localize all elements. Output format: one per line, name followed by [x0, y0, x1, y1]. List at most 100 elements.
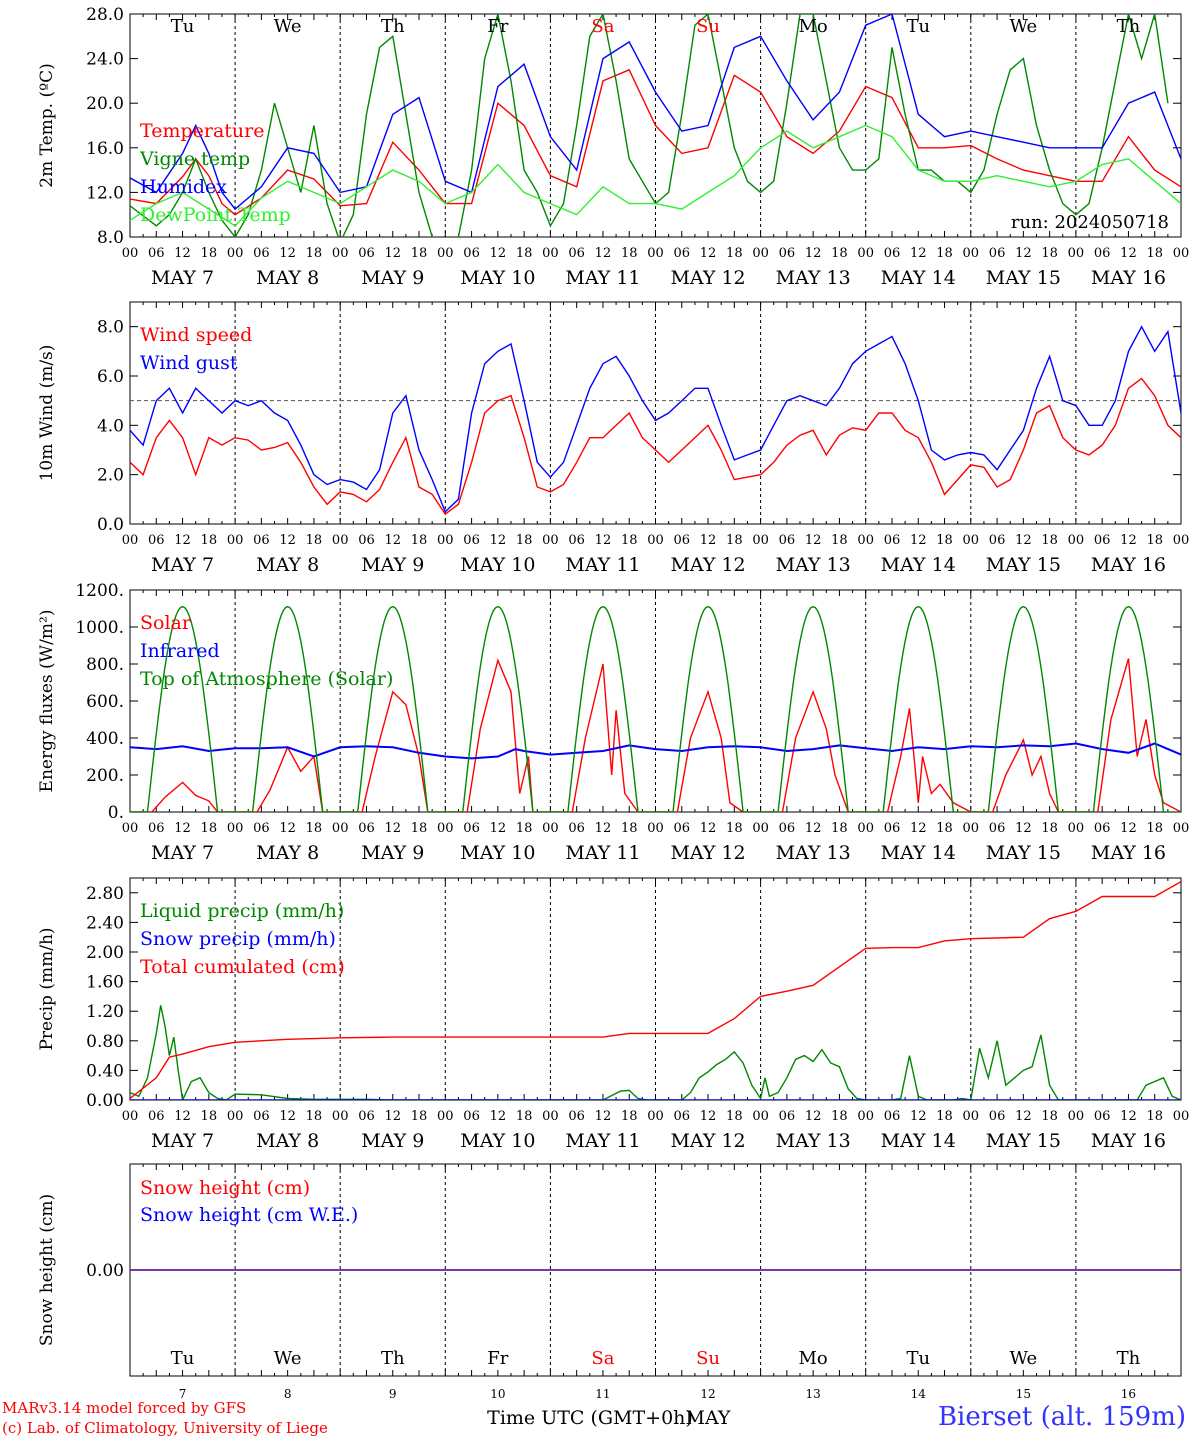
legend-entry: Humidex: [140, 176, 227, 198]
y-tick-label: 6.0: [97, 367, 124, 387]
hour-tick-label: 18: [201, 246, 218, 261]
hour-tick-label: 06: [463, 821, 480, 836]
model-credit-line1: MARv3.14 model forced by GFS: [2, 1399, 247, 1417]
hour-tick-label: 06: [779, 533, 796, 548]
hour-tick-label: 00: [437, 1109, 454, 1124]
legend-entry: Solar: [140, 612, 192, 634]
hour-tick-label: 12: [1015, 246, 1032, 261]
hour-tick-label: 00: [963, 533, 980, 548]
hour-tick-label: 12: [700, 246, 717, 261]
date-label: 11: [595, 1387, 610, 1401]
date-label: MAY 13: [776, 1130, 851, 1152]
weekday-label: Mo: [799, 16, 828, 37]
y-axis-label: 10m Wind (m/s): [37, 345, 57, 482]
date-label: MAY 9: [361, 1130, 424, 1152]
hour-tick-label: 00: [647, 1109, 664, 1124]
hour-tick-label: 06: [884, 246, 901, 261]
hour-tick-label: 12: [910, 821, 927, 836]
hour-tick-label: 06: [674, 821, 691, 836]
hour-tick-label: 18: [1041, 821, 1058, 836]
legend-entry: Snow height (cm W.E.): [140, 1204, 358, 1226]
hour-tick-label: 18: [306, 246, 323, 261]
date-label: MAY 16: [1091, 842, 1166, 864]
y-tick-label: 28.0: [86, 5, 124, 25]
hour-tick-label: 06: [253, 533, 270, 548]
hour-tick-label: 06: [463, 1109, 480, 1124]
hour-tick-label: 00: [227, 1109, 244, 1124]
y-tick-label: 24.0: [86, 50, 124, 70]
date-label: MAY 13: [776, 842, 851, 864]
hour-tick-label: 06: [358, 246, 375, 261]
hour-tick-label: 18: [306, 821, 323, 836]
series-line: [130, 881, 1181, 1100]
date-label: 13: [806, 1387, 821, 1401]
hour-tick-label: 18: [621, 821, 638, 836]
hour-tick-label: 06: [568, 821, 585, 836]
hour-tick-label: 18: [726, 246, 743, 261]
hour-tick-label: 12: [805, 533, 822, 548]
weekday-label: Tu: [171, 16, 195, 37]
hour-tick-label: 12: [490, 1109, 507, 1124]
hour-tick-label: 12: [384, 821, 401, 836]
series-line: [130, 325, 1181, 513]
series-line: [130, 742, 1181, 760]
legend-entry: DewPoint Temp: [140, 204, 291, 226]
y-axis-label: Snow height (cm): [37, 1194, 57, 1346]
legend-entry: Vigne temp: [139, 148, 250, 170]
hour-tick-label: 06: [674, 533, 691, 548]
hour-tick-label: 00: [122, 821, 139, 836]
hour-tick-label: 18: [411, 246, 428, 261]
date-label: 8: [284, 1387, 292, 1401]
weekday-label: Tu: [171, 1348, 195, 1369]
hour-tick-label: 18: [1041, 246, 1058, 261]
hour-tick-label: 00: [1068, 821, 1085, 836]
hour-tick-label: 06: [568, 533, 585, 548]
hour-tick-label: 12: [1120, 246, 1137, 261]
y-tick-label: 16.0: [86, 139, 124, 159]
y-tick-label: 400.: [86, 729, 124, 749]
hour-tick-label: 06: [148, 533, 165, 548]
hour-tick-label: 00: [963, 1109, 980, 1124]
date-label: MAY 14: [881, 554, 956, 576]
weekday-label: Su: [696, 16, 720, 37]
hour-tick-label: 00: [857, 533, 874, 548]
hour-tick-label: 00: [122, 246, 139, 261]
hour-tick-label: 06: [148, 246, 165, 261]
date-label: MAY 9: [361, 267, 424, 289]
date-label: MAY 10: [460, 554, 535, 576]
hour-tick-label: 18: [831, 246, 848, 261]
hour-tick-label: 18: [831, 533, 848, 548]
hour-tick-label: 18: [831, 1109, 848, 1124]
y-tick-label: 800.: [86, 655, 124, 675]
series-line: [130, 658, 1181, 812]
hour-tick-label: 06: [253, 246, 270, 261]
legend-entry: Wind gust: [140, 352, 238, 374]
hour-tick-label: 06: [1094, 246, 1111, 261]
y-tick-label: 20.0: [86, 94, 124, 114]
date-label: MAY 15: [986, 842, 1061, 864]
date-label: 12: [700, 1387, 715, 1401]
legend-entry: Top of Atmosphere (Solar): [140, 668, 393, 690]
hour-tick-label: 06: [358, 1109, 375, 1124]
y-tick-label: 2.0: [97, 466, 124, 486]
hour-tick-label: 06: [779, 821, 796, 836]
hour-tick-label: 00: [542, 821, 559, 836]
y-tick-label: 200.: [86, 766, 124, 786]
hour-tick-label: 00: [1173, 821, 1190, 836]
hour-tick-label: 18: [201, 533, 218, 548]
hour-tick-label: 18: [726, 821, 743, 836]
hour-tick-label: 18: [1146, 246, 1163, 261]
hour-tick-label: 12: [595, 533, 612, 548]
y-tick-label: 600.: [86, 692, 124, 712]
weekday-label: Th: [1117, 1348, 1141, 1369]
date-label: MAY 10: [460, 1130, 535, 1152]
station-label: Bierset (alt. 159m): [937, 1402, 1186, 1432]
hour-tick-label: 18: [621, 533, 638, 548]
hour-tick-label: 12: [174, 1109, 191, 1124]
weekday-label: Mo: [799, 1348, 828, 1369]
hour-tick-label: 00: [752, 821, 769, 836]
date-label: MAY 11: [565, 842, 640, 864]
hour-tick-label: 06: [779, 246, 796, 261]
hour-tick-label: 00: [122, 533, 139, 548]
